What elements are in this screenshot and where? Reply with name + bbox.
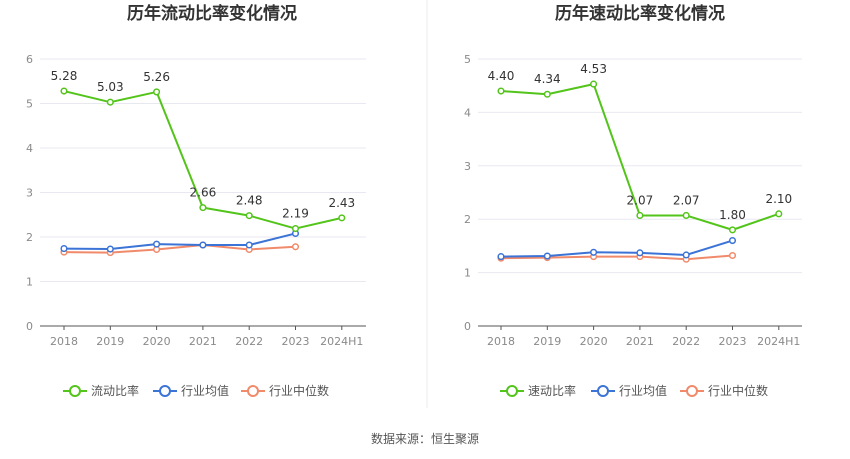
x-tick-label: 2023 (282, 335, 310, 348)
y-tick-label: 5 (26, 98, 33, 111)
x-tick-label: 2022 (235, 335, 263, 348)
data-label: 4.53 (580, 62, 607, 76)
data-point (106, 98, 114, 106)
legend-marker-icon (597, 385, 609, 397)
legend-item-2[interactable]: 行业中位数 (241, 383, 329, 398)
data-point (60, 87, 68, 95)
data-point (636, 211, 644, 220)
x-tick-label: 2022 (672, 335, 700, 348)
y-tick-label: 4 (26, 142, 33, 155)
y-tick-label: 4 (464, 106, 471, 119)
x-tick-label: 2021 (189, 335, 217, 348)
data-source-note: 数据来源：恒生聚源 (371, 431, 479, 446)
data-label: 2.48 (236, 194, 263, 208)
y-tick-label: 2 (464, 213, 471, 226)
data-label: 5.26 (143, 70, 170, 84)
data-point (543, 252, 551, 260)
data-point (338, 214, 346, 222)
data-label: 2.19 (282, 207, 309, 221)
data-point (728, 226, 737, 234)
chart-title: 历年流动比率变化情况 (127, 3, 297, 24)
data-point (245, 241, 253, 249)
y-tick-label: 5 (464, 53, 471, 66)
current-ratio-chart: 历年流动比率变化情况 0 1 2 3 4 5 6 2018 2019 2020 2021 2022 202… (26, 3, 366, 398)
series-line-2 (500, 254, 733, 261)
x-tick-label: 2018 (487, 335, 515, 348)
data-point (636, 249, 644, 257)
y-tick-label: 1 (464, 267, 471, 280)
legend-label: 流动比率 (91, 383, 139, 398)
legend-label: 行业中位数 (708, 383, 768, 398)
y-tick-label: 3 (26, 187, 33, 200)
data-point (153, 240, 161, 248)
data-point (543, 90, 551, 98)
legend-label: 行业中位数 (269, 383, 329, 398)
chart-title: 历年速动比率变化情况 (555, 3, 725, 24)
y-tick-label: 1 (26, 276, 33, 289)
data-point (60, 245, 68, 253)
data-label: 4.40 (488, 69, 515, 83)
data-point (199, 241, 207, 249)
legend-marker-icon (686, 385, 698, 397)
quick-ratio-chart: 历年速动比率变化情况 0 1 2 3 4 5 2018 2019 2020 2021 2022 2023… (464, 3, 802, 398)
x-tick-label: 2019 (533, 335, 561, 348)
data-point (728, 251, 737, 260)
series-line-2 (63, 244, 296, 254)
series-line-1 (63, 232, 296, 251)
x-tick-label: 2019 (96, 335, 124, 348)
legend-marker-icon (506, 385, 518, 397)
legend-label: 行业均值 (181, 383, 229, 398)
legend-item-1[interactable]: 行业均值 (153, 383, 229, 398)
x-tick-label: 2018 (50, 335, 78, 348)
x-tick-label: 2020 (143, 335, 171, 348)
legend-marker-icon (247, 385, 259, 397)
data-point (199, 204, 207, 212)
data-label: 2.07 (673, 193, 700, 207)
data-point (245, 212, 253, 220)
data-point (153, 88, 161, 96)
legend-marker-icon (159, 385, 171, 397)
data-point (497, 87, 505, 95)
data-label: 2.10 (765, 192, 792, 206)
legend-item-0[interactable]: 速动比率 (500, 383, 576, 398)
data-label: 5.03 (97, 80, 124, 94)
data-point (106, 245, 114, 253)
legend-item-0[interactable]: 流动比率 (63, 383, 139, 398)
data-point (497, 253, 505, 261)
y-tick-label: 0 (26, 320, 33, 333)
data-label: 2.66 (190, 186, 217, 200)
data-point (590, 80, 598, 88)
legend-item-1[interactable]: 行业均值 (591, 383, 667, 398)
y-tick-label: 3 (464, 160, 471, 173)
data-label: 4.34 (534, 72, 561, 86)
data-label: 1.80 (719, 208, 746, 222)
data-point (728, 237, 737, 245)
y-tick-label: 0 (464, 320, 471, 333)
legend-marker-icon (69, 385, 81, 397)
data-point (682, 211, 690, 220)
data-point (682, 251, 690, 259)
data-label: 5.28 (51, 69, 78, 83)
data-point (291, 243, 300, 251)
data-point (291, 224, 300, 233)
x-tick-label: 2024H1 (320, 335, 363, 348)
y-tick-label: 6 (26, 53, 33, 66)
series-line-1 (500, 239, 733, 258)
data-label: 2.43 (328, 196, 355, 210)
legend-label: 速动比率 (528, 383, 576, 398)
x-tick-label: 2023 (719, 335, 747, 348)
data-point (590, 248, 598, 256)
legend-label: 行业均值 (619, 383, 667, 398)
x-tick-label: 2021 (626, 335, 654, 348)
data-label: 2.07 (627, 193, 654, 207)
legend-item-2[interactable]: 行业中位数 (680, 383, 768, 398)
data-point (775, 210, 783, 218)
y-tick-label: 2 (26, 231, 33, 244)
x-tick-label: 2020 (580, 335, 608, 348)
x-tick-label: 2024H1 (757, 335, 800, 348)
